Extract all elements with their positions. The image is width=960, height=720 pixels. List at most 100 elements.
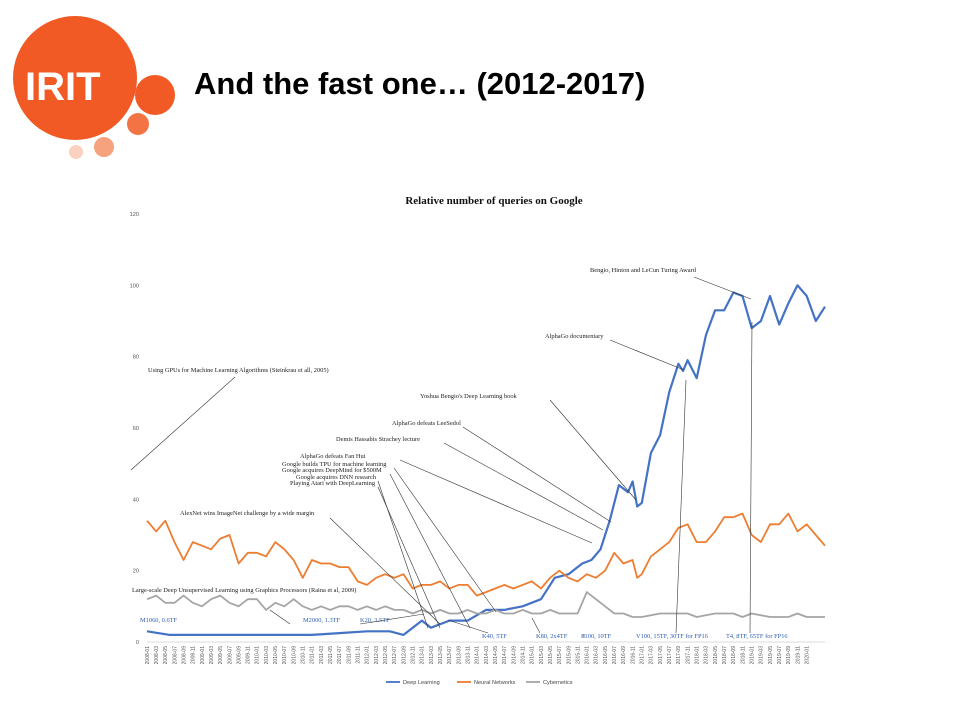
chart-annotation: T4, 8TF, 65TF for FP16	[726, 633, 788, 640]
x-tick-label: 2008-05	[163, 646, 169, 665]
x-tick-label: 2010-07	[282, 646, 288, 665]
x-tick-label: 2011-11	[356, 646, 362, 664]
chart-annotation: AlphaGo defeats Fan Hui	[300, 453, 366, 460]
x-tick-label: 2019-03	[759, 646, 765, 665]
x-tick-label: 2012-05	[383, 646, 389, 665]
x-tick-label: 2014-09	[511, 646, 517, 665]
x-tick-label: 2012-07	[392, 646, 398, 665]
y-tick-label: 0	[136, 640, 139, 646]
slide-title: And the fast one… (2012-2017)	[194, 66, 646, 101]
x-tick-label: 2017-01	[640, 646, 646, 665]
x-tick-label: 2014-07	[502, 646, 508, 665]
chart-annotation: V100, 15TF, 30TF for FP16	[636, 633, 708, 640]
x-tick-label: 2018-11	[740, 646, 746, 664]
x-tick-label: 2010-09	[291, 646, 297, 665]
x-tick-label: 2008-01	[145, 646, 151, 665]
chart-annotation: Large-scale Deep Unsupervised Learning u…	[132, 587, 356, 594]
x-tick-label: 2008-03	[154, 646, 160, 665]
x-tick-label: 2009-03	[209, 646, 215, 665]
x-tick-label: 2012-11	[411, 646, 417, 664]
annotation-leader	[693, 276, 752, 300]
x-tick-label: 2019-01	[750, 646, 756, 665]
legend-label: Cybernetics	[543, 680, 573, 686]
annotation-leader	[675, 379, 687, 634]
x-tick-label: 2013-01	[420, 646, 426, 665]
y-tick-label: 100	[130, 283, 139, 289]
x-tick-label: 2012-09	[401, 646, 407, 665]
chart-annotation: Yoshua Bengio's Deep Learning book	[420, 393, 518, 400]
x-tick-label: 2013-11	[465, 646, 471, 664]
x-tick-label: 2016-11	[630, 646, 636, 664]
series-line-cybernetics	[146, 591, 825, 618]
x-tick-label: 2013-03	[429, 646, 435, 665]
y-tick-label: 20	[133, 569, 139, 575]
chart-annotation: AlexNet wins ImageNet challenge by a wid…	[180, 510, 315, 517]
x-tick-label: 2014-05	[493, 646, 499, 665]
x-tick-label: 2013-05	[438, 646, 444, 665]
y-tick-label: 60	[133, 426, 139, 432]
x-tick-label: 2019-05	[768, 646, 774, 665]
chart-annotation: K40, 5TF	[482, 633, 507, 640]
x-tick-label: 2016-03	[594, 646, 600, 665]
x-tick-label: 2011-01	[310, 646, 316, 664]
chart-annotation: Playing Atari with DeepLearning	[290, 480, 376, 487]
chart-annotation: M2000, 1.3TF	[303, 617, 341, 624]
annotation-leader	[549, 399, 637, 501]
x-tick-label: 2019-07	[777, 646, 783, 665]
annotation-leader	[377, 480, 429, 629]
annotation-leader	[269, 609, 291, 625]
x-tick-label: 2009-09	[236, 646, 242, 665]
x-tick-label: 2014-01	[475, 646, 481, 665]
x-tick-label: 2014-03	[484, 646, 490, 665]
x-tick-label: 2017-03	[649, 646, 655, 665]
chart-annotation: Demis Hassabis Strachey lecture	[336, 436, 420, 443]
x-tick-label: 2018-03	[704, 646, 710, 665]
y-tick-label: 40	[133, 497, 139, 503]
irit-logo: IRIT	[13, 16, 175, 159]
x-tick-label: 2012-03	[374, 646, 380, 665]
x-tick-label: 2018-09	[731, 646, 737, 665]
x-tick-label: 2009-07	[227, 646, 233, 665]
x-tick-label: 2015-05	[548, 646, 554, 665]
x-tick-label: 2013-09	[456, 646, 462, 665]
annotation-leader	[609, 339, 685, 371]
series-line-neural-networks	[146, 512, 826, 597]
logo-text: IRIT	[25, 65, 101, 109]
x-tick-label: 2009-01	[200, 646, 206, 665]
x-tick-label: 2015-07	[557, 646, 563, 665]
x-tick-label: 2011-09	[346, 646, 352, 664]
annotation-leader	[462, 426, 612, 523]
x-tick-label: 2017-07	[667, 646, 673, 665]
chart-annotation: Google builds TPU for machine learning	[282, 461, 387, 468]
chart-annotation: Using GPUs for Machine Learning Algorith…	[148, 367, 329, 374]
x-tick-label: 2008-11	[191, 646, 197, 664]
x-tick-label: 2017-11	[685, 646, 691, 664]
legend-label: Neural Networks	[474, 680, 516, 686]
x-tick-label: 2016-07	[612, 646, 618, 665]
annotation-leader	[393, 467, 497, 613]
chart-annotation: Google acquires DNN research	[296, 474, 377, 481]
annotation-leader	[130, 376, 236, 471]
chart-annotation: Bengio, Hinton and LeCun Turing Award	[590, 267, 697, 274]
x-tick-label: 2011-03	[319, 646, 325, 664]
annotation-leader	[531, 617, 541, 634]
annotation-leader	[359, 613, 425, 625]
x-tick-label: 2015-01	[530, 646, 536, 665]
x-tick-label: 2017-09	[676, 646, 682, 665]
x-tick-label: 2018-07	[722, 646, 728, 665]
x-tick-label: 2016-01	[585, 646, 591, 665]
x-tick-label: 2012-01	[365, 646, 371, 665]
x-tick-label: 2019-11	[795, 646, 801, 664]
annotation-leader	[443, 442, 604, 531]
x-tick-label: 2011-05	[328, 646, 334, 664]
annotation-leader	[447, 619, 489, 634]
chart-annotation: K20, 3.5TF	[360, 617, 390, 624]
chart-annotation: AlphaGo documentary	[545, 333, 604, 340]
x-tick-label: 2015-03	[539, 646, 545, 665]
x-tick-label: 2019-09	[786, 646, 792, 665]
y-tick-label: 80	[133, 355, 139, 361]
x-tick-label: 2010-11	[301, 646, 307, 664]
chart-annotation: AlphaGo defeats LeeSedol	[392, 420, 461, 427]
